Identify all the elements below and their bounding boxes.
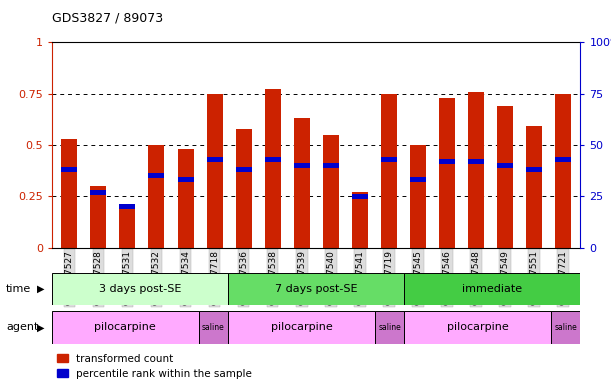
Bar	[526, 167, 542, 172]
Bar	[90, 186, 106, 248]
Bar	[294, 118, 310, 248]
Bar	[228, 273, 404, 305]
Text: pilocarpine: pilocarpine	[271, 322, 332, 333]
Text: GDS3827 / 89073: GDS3827 / 89073	[52, 12, 163, 25]
Text: 3 days post-SE: 3 days post-SE	[99, 284, 181, 294]
Bar	[178, 177, 194, 182]
Bar	[352, 194, 368, 199]
Bar	[207, 94, 222, 248]
Bar	[178, 149, 194, 248]
Bar	[555, 157, 571, 162]
Bar	[61, 167, 78, 172]
Bar	[555, 94, 571, 248]
Text: ▶: ▶	[37, 322, 45, 333]
Bar	[404, 273, 580, 305]
Bar	[375, 311, 404, 344]
Text: 7 days post-SE: 7 days post-SE	[275, 284, 357, 294]
Bar	[148, 173, 164, 178]
Bar	[120, 204, 136, 209]
Bar	[236, 167, 252, 172]
Bar	[551, 311, 580, 344]
Bar	[199, 311, 228, 344]
Bar	[228, 311, 375, 344]
Bar	[294, 163, 310, 168]
Text: pilocarpine: pilocarpine	[447, 322, 508, 333]
Text: time: time	[6, 284, 31, 294]
Bar	[381, 94, 397, 248]
Text: agent: agent	[6, 322, 38, 333]
Bar	[90, 190, 106, 195]
Bar	[497, 163, 513, 168]
Bar	[404, 311, 551, 344]
Bar	[410, 177, 426, 182]
Text: immediate: immediate	[463, 284, 522, 294]
Bar	[526, 126, 542, 248]
Bar	[439, 98, 455, 248]
Bar	[61, 139, 78, 248]
Text: pilocarpine: pilocarpine	[95, 322, 156, 333]
Text: saline: saline	[554, 323, 577, 332]
Bar	[439, 159, 455, 164]
Text: saline: saline	[378, 323, 401, 332]
Bar	[207, 157, 222, 162]
Bar	[52, 311, 199, 344]
Bar	[265, 89, 280, 248]
Text: saline: saline	[202, 323, 225, 332]
Bar	[323, 135, 338, 248]
Bar	[352, 192, 368, 248]
Bar	[410, 145, 426, 248]
Bar	[468, 159, 484, 164]
Bar	[497, 106, 513, 248]
Bar	[265, 157, 280, 162]
Bar	[148, 145, 164, 248]
Bar	[468, 91, 484, 248]
Bar	[381, 157, 397, 162]
Bar	[52, 273, 228, 305]
Bar	[120, 207, 136, 248]
Text: ▶: ▶	[37, 284, 45, 294]
Bar	[323, 163, 338, 168]
Bar	[236, 129, 252, 248]
Legend: transformed count, percentile rank within the sample: transformed count, percentile rank withi…	[57, 354, 252, 379]
